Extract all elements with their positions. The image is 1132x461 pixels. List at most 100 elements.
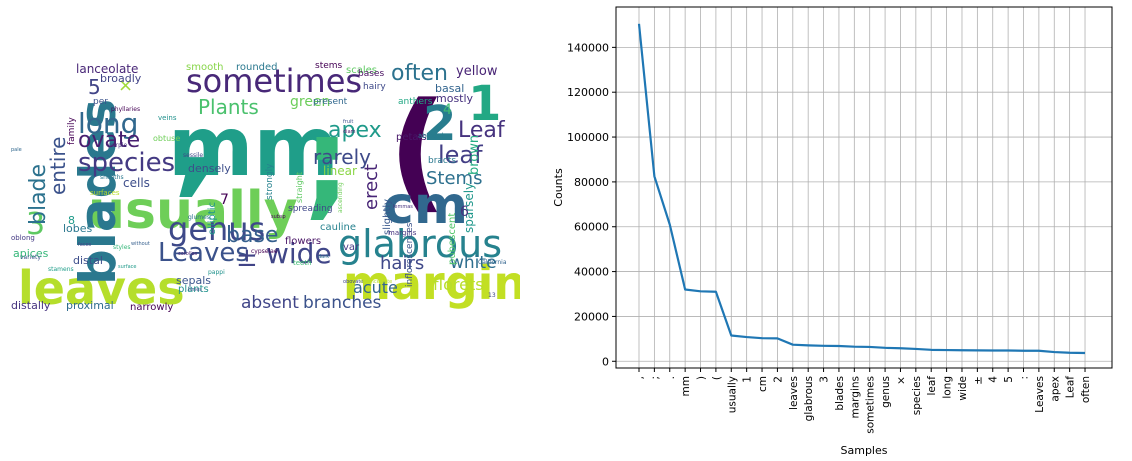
word-cloud-word: subsp [271, 214, 286, 220]
word-cloud-word: 4 [443, 102, 452, 118]
y-tick-label: 120000 [567, 86, 609, 99]
word-cloud-word: corollas [178, 251, 198, 257]
word-cloud-word: lemmas [393, 204, 413, 210]
word-cloud-word: brown [467, 134, 482, 175]
word-cloud-word: branches [303, 293, 382, 313]
word-cloud-word: sepals [176, 274, 212, 287]
word-cloud-word: cells [123, 176, 150, 190]
word-cloud-word: stems [315, 61, 343, 71]
word-cloud-word: sheaths [100, 174, 124, 181]
word-cloud-word: densely [188, 162, 231, 175]
y-tick-label: 80000 [574, 176, 609, 189]
x-tick-label: ± [972, 376, 984, 385]
frequency-line-chart: 020000400006000080000100000120000140000 … [552, 6, 1113, 457]
y-tick-label: 100000 [567, 131, 609, 144]
x-tick-label: 1 [742, 376, 754, 383]
word-cloud-word: white [450, 253, 497, 273]
x-tick-label: mm [680, 376, 692, 396]
word-cloud-word: cypselae [251, 248, 278, 255]
word-cloud-word: ascending [337, 182, 344, 213]
word-cloud-word: margins [388, 229, 417, 237]
word-cloud-word: leaves [18, 261, 185, 315]
x-tick-label: ( [711, 376, 723, 380]
word-cloud-word: dark [318, 254, 330, 260]
word-cloud-word: stamens [48, 266, 74, 273]
word-cloud-word: distally [11, 299, 51, 312]
word-cloud-word: oblanceolate [360, 279, 393, 285]
word-cloud-word: species [78, 148, 176, 178]
word-cloud-word: ( [388, 74, 448, 226]
word-cloud-word: plants [178, 284, 209, 295]
y-axis-ticks: 0 20000 40000 60000 80000 100000 120000 140000 [567, 41, 616, 368]
word-cloud-word: fruit [343, 119, 354, 125]
word-cloud-word: pubescent [447, 212, 458, 265]
word-cloud: ,mm; (usually cm leaves marginsglabrous blade… [8, 55, 520, 325]
word-cloud-word: glumes [188, 214, 210, 221]
y-tick-label: 60000 [574, 221, 609, 234]
word-cloud-word: per [93, 97, 108, 107]
word-cloud-word: times [188, 287, 202, 293]
word-cloud-word: proximal [66, 299, 114, 312]
x-tick-label: wide [957, 376, 969, 401]
x-tick-label: leaves [788, 376, 800, 410]
word-cloud-word: florets [433, 275, 484, 294]
word-cloud-word: green [290, 94, 331, 110]
x-tick-label: cm [757, 376, 769, 392]
word-cloud-word: hairs [380, 253, 425, 274]
word-cloud-word: 2 [423, 96, 457, 152]
word-cloud-word: distal [73, 254, 103, 267]
word-cloud-word: obovate [343, 279, 364, 285]
x-tick-label: long [942, 376, 954, 399]
word-cloud-word: erect [361, 163, 382, 210]
word-cloud-word: surface [118, 264, 137, 270]
x-tick-label: ; [649, 376, 661, 380]
word-cloud-word: anthers [398, 97, 433, 107]
y-tick-label: 140000 [567, 41, 609, 54]
word-cloud-word: scales [346, 65, 377, 76]
word-cloud-word: wide [266, 237, 332, 270]
word-cloud-word: pale [11, 147, 22, 153]
word-cloud-word: acute [353, 278, 398, 297]
plot-frame [615, 6, 1113, 369]
x-tick-label: glabrous [803, 376, 815, 421]
word-cloud-word: mm [168, 100, 339, 195]
word-cloud-word: glabrous [338, 222, 503, 266]
word-cloud-word: broadly [100, 72, 142, 85]
word-cloud-word: blade [26, 163, 51, 225]
x-tick-label: usually [726, 376, 738, 413]
word-cloud-word: lanceolate [76, 62, 139, 76]
word-cloud-word: smooth [186, 62, 224, 73]
word-cloud-word: cm [383, 176, 469, 236]
word-cloud-word: usually [88, 181, 298, 241]
word-cloud-word: teeth [293, 259, 312, 267]
word-cloud-word: present [313, 97, 348, 107]
x-tick-label: , [634, 376, 646, 379]
x-tick-label: : [1019, 376, 1031, 380]
word-cloud-word: often [391, 61, 448, 86]
word-cloud-word: mostly [436, 92, 474, 105]
word-cloud-word: × [118, 75, 134, 96]
word-cloud-word: Leaf [458, 118, 505, 143]
word-cloud-word: abaxial [418, 132, 444, 140]
x-tick-label: . [665, 376, 677, 379]
word-cloud-word: hairy [363, 82, 386, 92]
x-axis-label: Samples [841, 444, 888, 457]
word-cloud-word: ; [303, 93, 351, 232]
x-tick-label: ) [696, 376, 708, 380]
word-cloud-word: apex [328, 118, 382, 143]
word-cloud-word: obtuse [153, 134, 181, 143]
word-cloud-word: rounded [236, 62, 278, 73]
word-cloud-word: bases [358, 69, 385, 79]
word-cloud-word: long [78, 107, 139, 140]
word-cloud-word: surfaces [90, 189, 120, 197]
x-tick-label: genus [880, 376, 892, 408]
word-cloud-word: sometimes [186, 62, 363, 100]
word-cloud-word: California [478, 259, 507, 266]
word-cloud-word: diam [343, 129, 356, 135]
word-cloud-word: straight [295, 171, 304, 203]
word-cloud-word: variety [20, 254, 41, 261]
word-cloud-word: spreading [288, 204, 333, 214]
y-tick-label: 0 [602, 355, 609, 368]
word-cloud-word: purple [108, 142, 128, 149]
x-tick-label: leaf [926, 376, 938, 396]
